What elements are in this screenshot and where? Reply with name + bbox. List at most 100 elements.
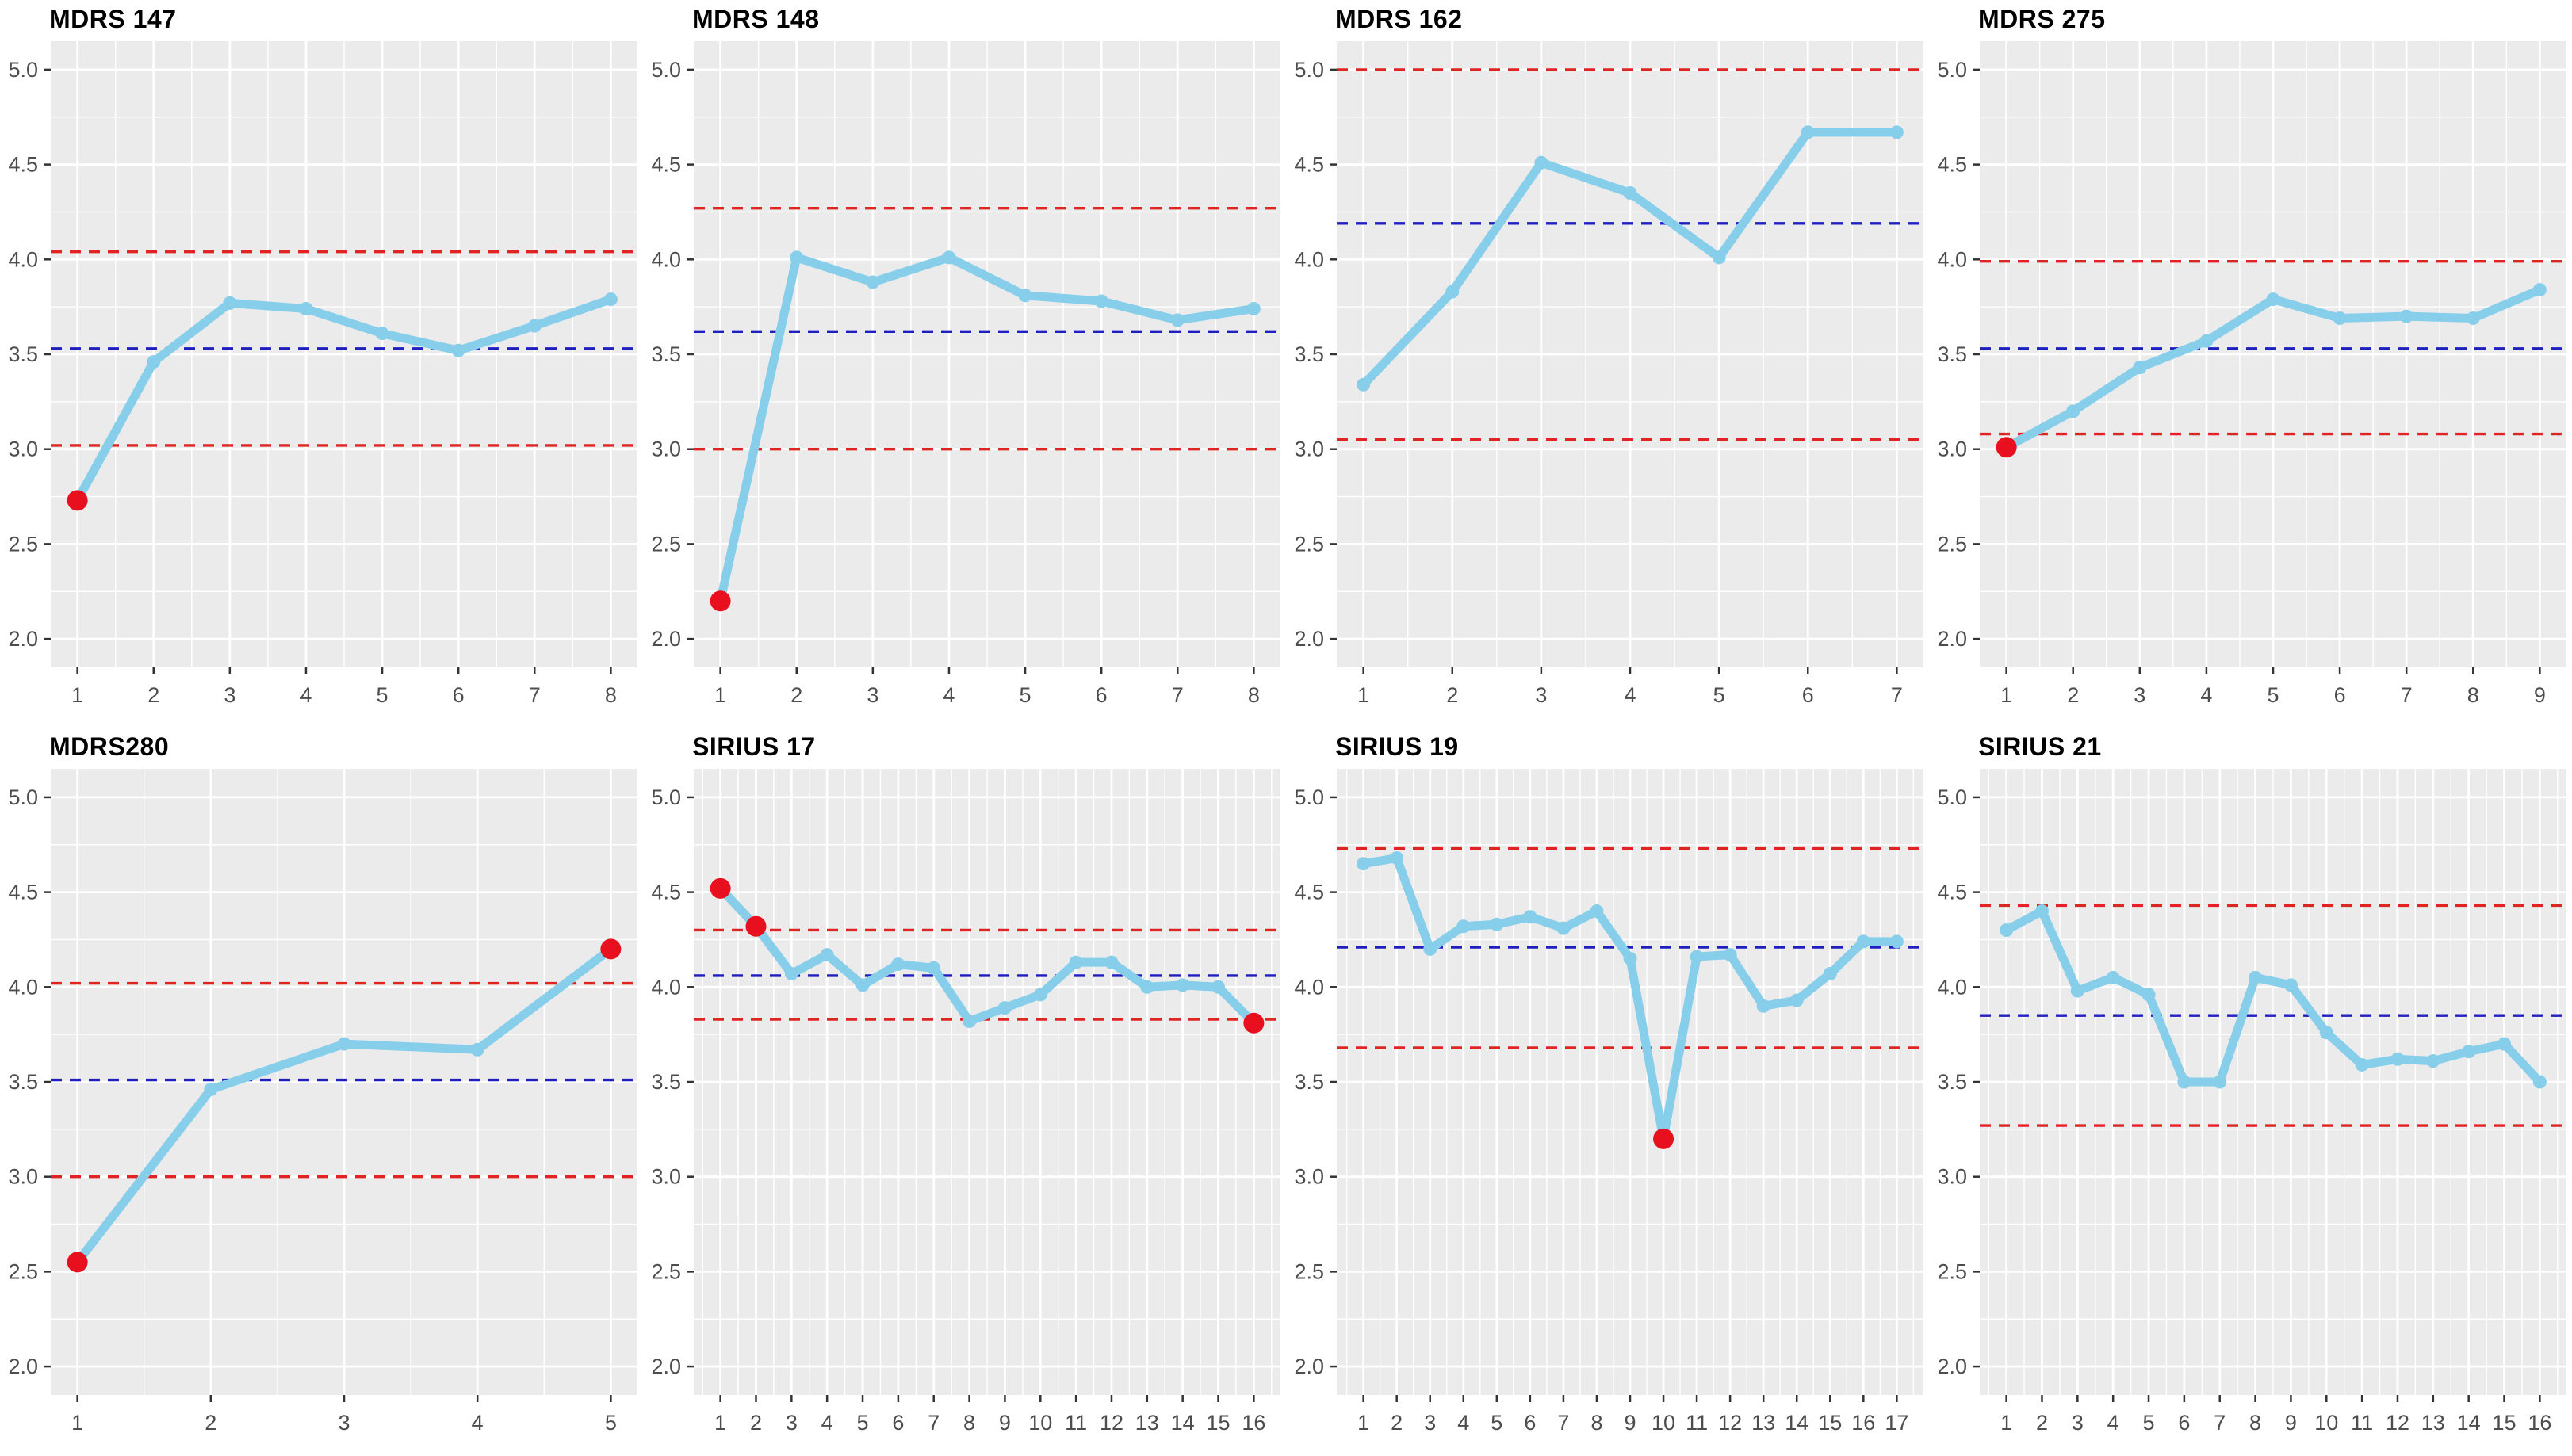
chart-sirius-17: SIRIUS 17 2.0 2.5 3.0 3.5 4.0 4.5 5.0 1 2 3 4 5 6 7 8 9… xyxy=(643,728,1286,1455)
svg-text:2: 2 xyxy=(2036,1411,2048,1435)
svg-text:2: 2 xyxy=(2067,683,2079,707)
chart-sirius-19: SIRIUS 19 2.0 2.5 3.0 3.5 4.0 4.5 5.0 1 2 3 4 5 6 7 8 9… xyxy=(1286,728,1929,1455)
svg-text:17: 17 xyxy=(1885,1411,1908,1435)
svg-text:8: 8 xyxy=(1248,683,1260,707)
svg-text:6: 6 xyxy=(1802,683,1814,707)
svg-text:14: 14 xyxy=(1171,1411,1195,1435)
svg-text:13: 13 xyxy=(1135,1411,1159,1435)
svg-text:2: 2 xyxy=(1446,683,1458,707)
svg-text:12: 12 xyxy=(1100,1411,1123,1435)
svg-text:12: 12 xyxy=(2386,1411,2409,1435)
svg-text:2.5: 2.5 xyxy=(1937,1259,1967,1283)
svg-text:10: 10 xyxy=(1652,1411,1675,1435)
chart-title: MDRS 148 xyxy=(692,5,820,33)
svg-text:3.0: 3.0 xyxy=(1937,1165,1967,1189)
svg-text:13: 13 xyxy=(2421,1411,2445,1435)
svg-text:3.5: 3.5 xyxy=(8,342,38,366)
svg-text:8: 8 xyxy=(1590,1411,1602,1435)
svg-text:3: 3 xyxy=(224,683,235,707)
svg-text:4.5: 4.5 xyxy=(8,153,38,177)
chart-title: SIRIUS 17 xyxy=(692,732,816,761)
svg-text:14: 14 xyxy=(2457,1411,2481,1435)
svg-text:3.5: 3.5 xyxy=(1937,1070,1967,1094)
svg-text:7: 7 xyxy=(2401,683,2413,707)
chart-mdrs-148: MDRS 148 2.0 2.5 3.0 3.5 4.0 4.5 5.0 1 2 3 4 5 6 7 8 xyxy=(643,0,1286,728)
svg-text:4.0: 4.0 xyxy=(1294,975,1324,999)
svg-text:5.0: 5.0 xyxy=(1937,785,1967,809)
svg-text:8: 8 xyxy=(2467,683,2479,707)
svg-text:5: 5 xyxy=(1020,683,1031,707)
chart-canvas: 2.0 2.5 3.0 3.5 4.0 4.5 5.0 1 2 3 4 5 6 7 8 xyxy=(8,41,637,707)
svg-text:7: 7 xyxy=(1172,683,1184,707)
chart-mdrs-275: MDRS 275 2.0 2.5 3.0 3.5 4.0 4.5 5.0 1 2 3 4 5 6 7 8 9 xyxy=(1929,0,2572,728)
svg-text:3.0: 3.0 xyxy=(1294,438,1324,461)
chart-title: MDRS 275 xyxy=(1978,5,2106,33)
svg-text:6: 6 xyxy=(1524,1411,1536,1435)
svg-text:16: 16 xyxy=(1851,1411,1875,1435)
svg-text:15: 15 xyxy=(1206,1411,1230,1435)
svg-text:5.0: 5.0 xyxy=(1294,785,1324,809)
svg-text:11: 11 xyxy=(2351,1411,2373,1435)
svg-text:3.5: 3.5 xyxy=(651,342,681,366)
svg-text:2: 2 xyxy=(205,1411,216,1435)
svg-text:4.0: 4.0 xyxy=(651,247,681,271)
svg-text:4.0: 4.0 xyxy=(1294,247,1324,271)
svg-text:6: 6 xyxy=(1096,683,1108,707)
svg-text:2.5: 2.5 xyxy=(8,1259,38,1283)
svg-text:11: 11 xyxy=(1686,1411,1708,1435)
svg-text:9: 9 xyxy=(2285,1411,2297,1435)
svg-text:3.5: 3.5 xyxy=(1937,342,1967,366)
svg-text:3.0: 3.0 xyxy=(651,1165,681,1189)
svg-text:1: 1 xyxy=(1357,1411,1369,1435)
svg-text:16: 16 xyxy=(1242,1411,1265,1435)
svg-text:4: 4 xyxy=(943,683,955,707)
svg-text:8: 8 xyxy=(963,1411,975,1435)
svg-text:4: 4 xyxy=(821,1411,833,1435)
svg-text:4.5: 4.5 xyxy=(1294,881,1324,904)
svg-text:5: 5 xyxy=(605,1411,617,1435)
svg-text:2.0: 2.0 xyxy=(651,627,681,651)
svg-text:8: 8 xyxy=(605,683,617,707)
svg-text:1: 1 xyxy=(71,683,83,707)
svg-text:8: 8 xyxy=(2249,1411,2261,1435)
svg-text:3.0: 3.0 xyxy=(8,1165,38,1189)
svg-text:4.0: 4.0 xyxy=(1937,975,1967,999)
svg-text:3: 3 xyxy=(1535,683,1547,707)
svg-text:6: 6 xyxy=(453,683,465,707)
svg-text:5.0: 5.0 xyxy=(8,58,38,82)
svg-text:5.0: 5.0 xyxy=(651,785,681,809)
svg-text:16: 16 xyxy=(2528,1411,2551,1435)
svg-text:2: 2 xyxy=(790,683,802,707)
svg-text:10: 10 xyxy=(2314,1411,2338,1435)
chart-title: MDRS 162 xyxy=(1335,5,1463,33)
svg-text:5: 5 xyxy=(1491,1411,1502,1435)
chart-canvas: 2.02.53.03.54.04.55.01 2 3 4 5 6 7 8 9 10 11 12 13 14… xyxy=(651,769,1280,1435)
svg-text:4: 4 xyxy=(1624,683,1636,707)
svg-text:4.5: 4.5 xyxy=(651,153,681,177)
svg-text:15: 15 xyxy=(1818,1411,1842,1435)
svg-text:12: 12 xyxy=(1718,1411,1742,1435)
svg-text:4.0: 4.0 xyxy=(8,975,38,999)
svg-text:5: 5 xyxy=(377,683,388,707)
svg-text:3: 3 xyxy=(2072,1411,2084,1435)
svg-text:3.5: 3.5 xyxy=(8,1070,38,1094)
svg-text:4.0: 4.0 xyxy=(1937,247,1967,271)
svg-text:5: 5 xyxy=(2267,683,2279,707)
svg-text:2.0: 2.0 xyxy=(1294,627,1324,651)
chart-title: SIRIUS 19 xyxy=(1335,732,1459,761)
svg-text:9: 9 xyxy=(2534,683,2546,707)
svg-text:3.0: 3.0 xyxy=(1937,438,1967,461)
svg-text:15: 15 xyxy=(2492,1411,2516,1435)
svg-text:4.0: 4.0 xyxy=(8,247,38,271)
svg-text:5.0: 5.0 xyxy=(651,58,681,82)
chart-title: SIRIUS 21 xyxy=(1978,732,2102,761)
chart-canvas: 2.0 2.5 3.0 3.5 4.0 4.5 5.0 1 2 3 4 5 6 7 xyxy=(1294,41,1923,707)
svg-text:1: 1 xyxy=(1357,683,1369,707)
svg-text:3.5: 3.5 xyxy=(1294,342,1324,366)
svg-text:5.0: 5.0 xyxy=(8,785,38,809)
svg-text:1: 1 xyxy=(2000,1411,2012,1435)
svg-text:4.0: 4.0 xyxy=(651,975,681,999)
svg-text:5.0: 5.0 xyxy=(1294,58,1324,82)
svg-text:5: 5 xyxy=(857,1411,869,1435)
svg-text:4: 4 xyxy=(2200,683,2212,707)
